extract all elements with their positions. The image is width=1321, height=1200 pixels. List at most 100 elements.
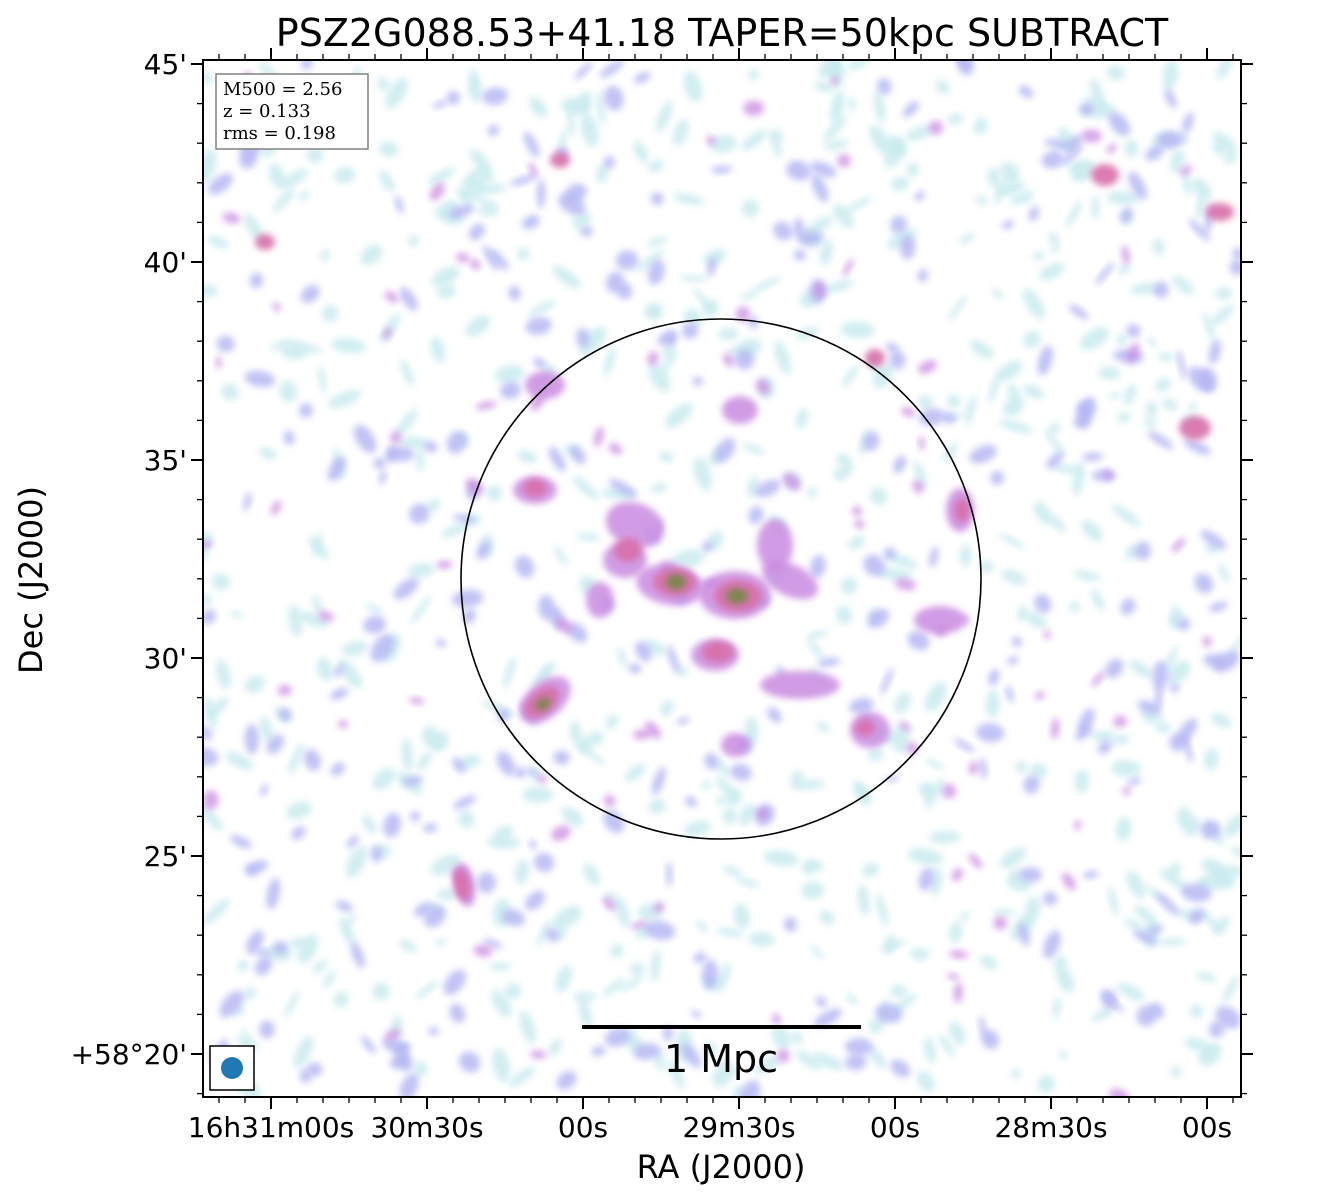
emission-blob <box>1120 598 1136 616</box>
emission-blob <box>430 336 446 363</box>
emission-blob <box>668 1058 685 1089</box>
emission-blob <box>811 173 829 203</box>
emission-blob <box>384 291 399 303</box>
emission-blob <box>1168 862 1182 877</box>
emission-blob <box>901 406 915 417</box>
emission-blob <box>715 962 731 994</box>
emission-blob <box>1023 330 1041 348</box>
emission-blob <box>266 877 281 910</box>
emission-blob <box>569 445 586 465</box>
emission-blob <box>660 700 674 717</box>
emission-blob <box>1028 206 1040 222</box>
emission-blob <box>1215 1006 1241 1029</box>
emission-blob <box>957 60 971 69</box>
emission-blob <box>706 135 716 145</box>
emission-blob <box>822 60 846 76</box>
emission-blob <box>203 747 219 767</box>
emission-blob <box>666 574 686 590</box>
emission-blob <box>633 140 648 164</box>
emission-blob <box>647 351 659 366</box>
emission-blob <box>1152 660 1168 692</box>
emission-blob <box>1147 336 1157 348</box>
emission-blob <box>575 742 605 765</box>
emission-blob <box>477 871 496 894</box>
emission-blob <box>861 862 880 877</box>
emission-blob <box>1230 846 1241 858</box>
emission-blob <box>679 275 708 282</box>
emission-blob <box>964 395 977 426</box>
emission-blob <box>580 112 599 148</box>
emission-blob <box>1182 112 1194 134</box>
emission-blob <box>1056 966 1074 993</box>
emission-blob <box>614 538 642 562</box>
emission-blob <box>726 588 748 604</box>
emission-blob <box>391 1043 411 1053</box>
emission-blob <box>1111 760 1142 777</box>
emission-blob <box>951 868 964 882</box>
emission-blob <box>809 554 826 579</box>
emission-blob <box>203 285 219 298</box>
emission-blob <box>293 1035 314 1068</box>
emission-blob <box>768 129 783 144</box>
emission-blob <box>845 1037 874 1056</box>
emission-blob <box>460 175 486 202</box>
emission-blob <box>644 639 667 656</box>
emission-blob <box>399 1073 419 1097</box>
emission-blob <box>514 859 530 885</box>
emission-blob <box>545 928 559 942</box>
emission-blob <box>602 977 626 996</box>
y-tick-label: 30' <box>144 642 187 675</box>
emission-blob <box>763 850 799 866</box>
emission-blob <box>1091 671 1105 687</box>
emission-blob <box>452 589 484 608</box>
emission-blob <box>1212 651 1240 673</box>
emission-blob <box>1048 514 1066 533</box>
emission-blob <box>884 934 897 955</box>
emission-blob <box>244 675 266 693</box>
figure-title: PSZ2G088.53+41.18 TAPER=50kpc SUBTRACT <box>276 11 1169 55</box>
emission-blob <box>452 757 466 773</box>
emission-blob <box>446 430 467 454</box>
emission-blob <box>748 932 775 947</box>
emission-blob <box>448 204 475 219</box>
emission-blob <box>889 350 906 370</box>
emission-blob <box>205 696 229 720</box>
emission-blob <box>393 577 419 600</box>
emission-blob <box>536 919 551 947</box>
emission-blob <box>1107 886 1119 916</box>
emission-blob <box>812 1052 845 1070</box>
emission-blob <box>1196 971 1216 982</box>
emission-blob <box>842 365 859 387</box>
emission-blob <box>1127 777 1142 786</box>
emission-blob <box>1194 573 1214 594</box>
emission-blob <box>372 982 390 1001</box>
emission-blob <box>1091 194 1099 221</box>
info-box <box>215 73 369 150</box>
emission-blob <box>1081 129 1102 143</box>
emission-blob <box>436 560 453 569</box>
emission-blob <box>875 1003 903 1024</box>
emission-blob <box>702 1043 718 1056</box>
emission-blob <box>754 1056 780 1075</box>
emission-blob <box>1074 770 1090 785</box>
emission-blob <box>979 955 998 970</box>
emission-blob <box>644 920 676 941</box>
emission-blob <box>928 830 961 844</box>
emission-blob <box>979 1016 987 1038</box>
emission-blob <box>907 848 944 865</box>
emission-blob <box>577 533 600 541</box>
emission-blob <box>500 381 521 400</box>
emission-blob <box>429 182 445 201</box>
emission-blob <box>576 327 590 348</box>
emission-blob <box>401 737 413 772</box>
emission-blob <box>230 610 243 619</box>
emission-blob <box>1041 150 1064 169</box>
emission-blob <box>830 90 845 124</box>
emission-blob <box>741 129 768 151</box>
emission-blob <box>538 595 556 620</box>
emission-blob <box>1032 251 1045 261</box>
emission-blob <box>959 911 970 922</box>
emission-blob <box>1128 171 1147 200</box>
emission-blob <box>536 774 547 784</box>
